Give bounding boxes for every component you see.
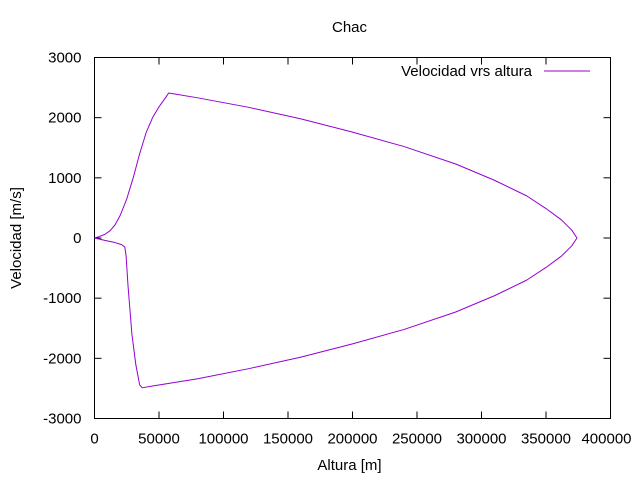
x-tick-label: 150000 — [263, 431, 313, 448]
y-tick-label: 0 — [73, 230, 81, 247]
x-axis-label: Altura [m] — [317, 457, 381, 474]
x-tick-label: 250000 — [392, 431, 442, 448]
legend: Velocidad vrs altura — [401, 63, 590, 80]
x-tick-label: 350000 — [521, 431, 571, 448]
y-tick-label: -3000 — [43, 411, 81, 428]
plot-area — [94, 57, 611, 419]
y-axis-label: Velocidad [m/s] — [8, 187, 25, 289]
x-tick-label: 200000 — [327, 431, 377, 448]
x-tick-label: 0 — [90, 431, 98, 448]
series-line — [94, 92, 578, 389]
y-tick-label: -2000 — [43, 350, 81, 367]
y-tick-label: 2000 — [48, 110, 81, 127]
y-tick-label: 3000 — [48, 50, 81, 67]
x-tick-label: 100000 — [198, 431, 248, 448]
x-axis: 0 50000 100000 150000 200000 250000 300000 3500… — [90, 57, 632, 448]
series-layer — [94, 92, 578, 389]
legend-label: Velocidad vrs altura — [401, 63, 533, 80]
plot-frame — [94, 57, 611, 419]
y-tick-label: 1000 — [48, 170, 81, 187]
x-tick-label: 300000 — [456, 431, 506, 448]
x-tick-label: 400000 — [581, 431, 631, 448]
y-tick-label: -1000 — [43, 290, 81, 307]
x-tick-label: 50000 — [138, 431, 180, 448]
y-axis: -3000 -2000 -1000 0 1000 2000 3000 — [43, 50, 611, 428]
chart-title: Chac — [332, 19, 368, 36]
